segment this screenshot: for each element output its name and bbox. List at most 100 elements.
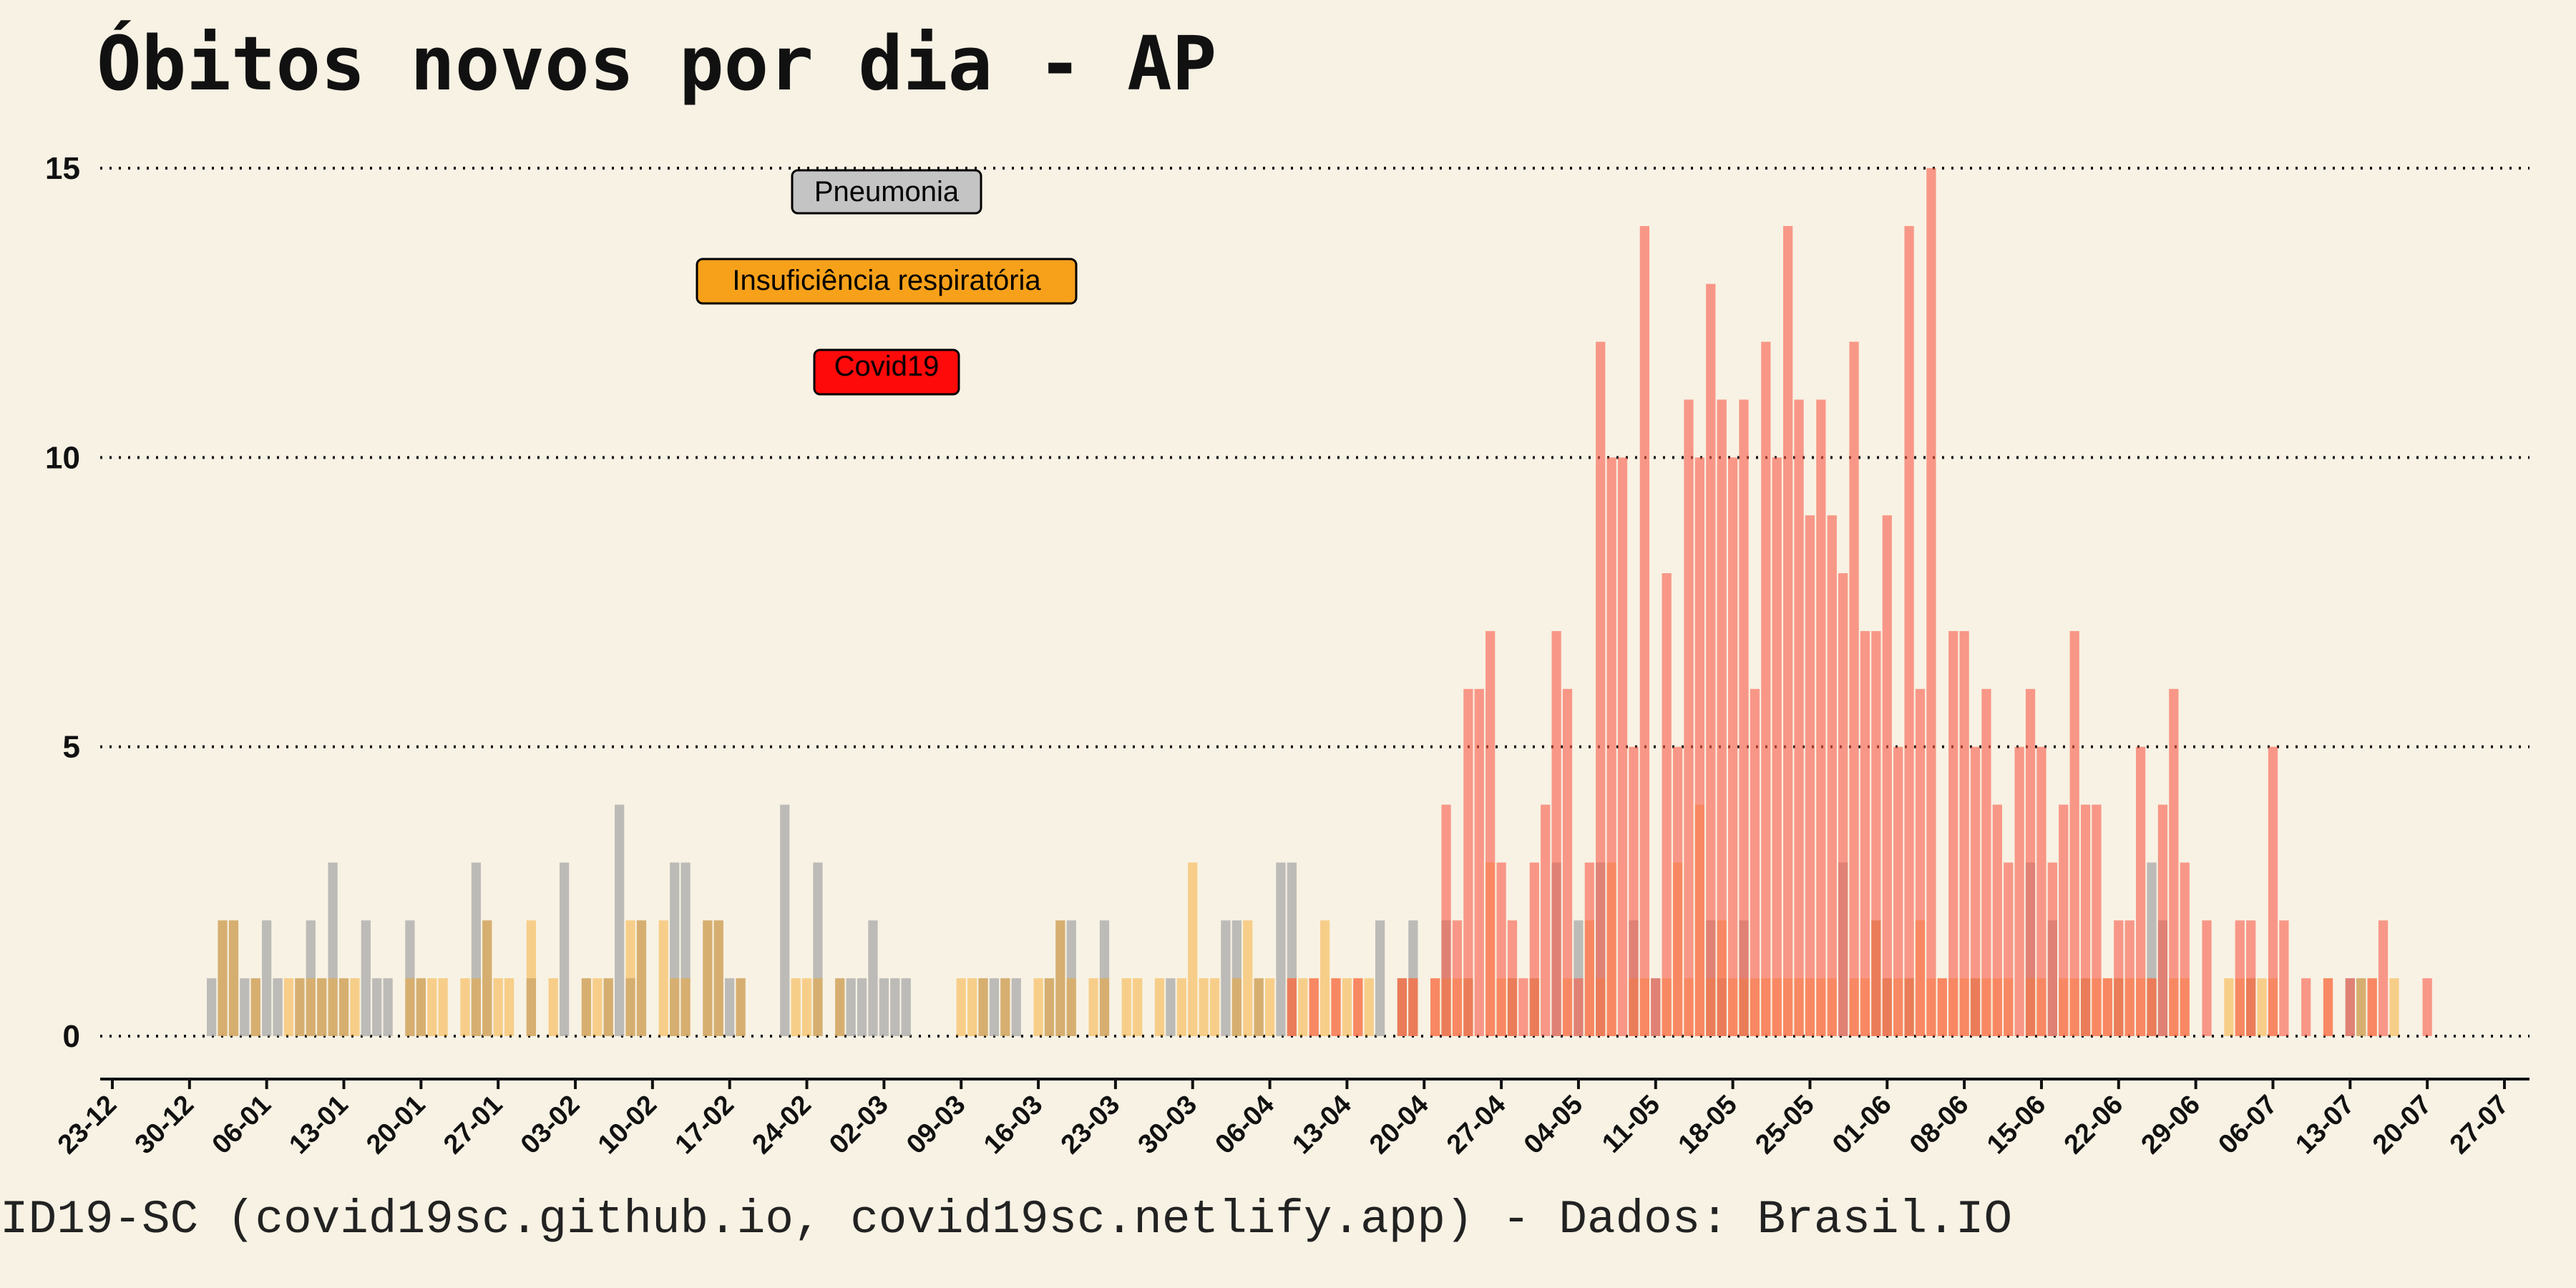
- x-tick-label: 03-02: [515, 1090, 585, 1160]
- bar: [2345, 978, 2355, 1036]
- x-tick-label: 30-03: [1133, 1090, 1203, 1160]
- bar: [295, 978, 305, 1036]
- bar: [1629, 746, 1639, 1036]
- x-tick-label: 20-01: [361, 1090, 431, 1160]
- bar: [1662, 573, 1672, 1036]
- bar: [703, 920, 713, 1036]
- x-axis-ticks: 23-12 30-12 06-01 13-01 20-01 27-01 03-02 10-02…: [52, 1079, 2514, 1160]
- y-tick-label: 5: [63, 730, 80, 765]
- x-tick-label: 23-03: [1055, 1090, 1126, 1160]
- bar: [1319, 920, 1330, 1036]
- bar: [581, 978, 592, 1036]
- bar: [1099, 920, 1110, 1036]
- x-tick-label: 06-01: [207, 1090, 277, 1160]
- bar: [1309, 978, 1319, 1036]
- x-tick-label: 01-06: [1827, 1090, 1897, 1160]
- bar: [813, 978, 823, 1036]
- bar: [1485, 630, 1496, 1036]
- bar: [283, 978, 294, 1036]
- bar: [1706, 283, 1716, 1037]
- x-tick-label: 13-07: [2290, 1090, 2360, 1160]
- bar: [978, 978, 988, 1036]
- bar: [526, 978, 537, 1036]
- bar: [1672, 746, 1683, 1036]
- bar: [989, 978, 1000, 1036]
- bar: [361, 920, 371, 1036]
- bar: [2135, 746, 2146, 1036]
- bar: [978, 978, 988, 1036]
- legend: Pneumonia Insuficiência respiratória Cov…: [696, 169, 1078, 396]
- bar: [2224, 978, 2234, 1036]
- y-tick-label: 10: [45, 440, 80, 475]
- bar: [1871, 630, 1881, 1036]
- bar: [1739, 399, 1749, 1036]
- bar: [2157, 804, 2168, 1036]
- x-tick-label: 27-04: [1441, 1090, 1511, 1160]
- bar: [2180, 862, 2190, 1036]
- bar: [658, 920, 668, 1036]
- bar: [405, 978, 415, 1036]
- x-tick-label: 08-06: [1904, 1090, 1974, 1160]
- bar: [1011, 978, 1021, 1036]
- bar: [240, 978, 250, 1036]
- bar: [625, 920, 635, 1036]
- chart-title: Óbitos novos por dia - AP: [97, 20, 1216, 107]
- bar: [1254, 978, 1264, 1036]
- bar: [482, 920, 492, 1036]
- bar: [262, 920, 272, 1036]
- bar: [603, 978, 613, 1036]
- bar: [1066, 920, 1076, 1036]
- bar: [2257, 978, 2267, 1036]
- bar: [1596, 341, 1606, 1037]
- bar: [1133, 978, 1143, 1036]
- bars: [207, 168, 2432, 1037]
- bar: [350, 978, 360, 1036]
- bar: [1044, 978, 1055, 1036]
- bar: [1474, 688, 1484, 1036]
- bar: [1827, 515, 1837, 1036]
- bar: [2279, 920, 2289, 1036]
- bar: [1231, 920, 1241, 1036]
- bar: [1463, 688, 1473, 1036]
- bar: [1154, 978, 1165, 1036]
- bar: [427, 978, 437, 1036]
- x-tick-label: 04-05: [1518, 1090, 1589, 1160]
- bar: [416, 978, 426, 1036]
- bar: [713, 920, 723, 1036]
- bar: [218, 920, 228, 1036]
- bar: [868, 920, 878, 1036]
- bar: [2301, 978, 2311, 1036]
- bar: [890, 978, 900, 1036]
- bar: [493, 978, 503, 1036]
- bar: [1033, 978, 1043, 1036]
- bar: [2080, 804, 2091, 1036]
- bar: [250, 978, 260, 1036]
- bar: [1893, 746, 1903, 1036]
- bar: [1287, 978, 1297, 1036]
- x-tick-label: 29-06: [2136, 1090, 2206, 1160]
- x-tick-label: 20-04: [1364, 1090, 1434, 1160]
- bar: [1816, 399, 1826, 1036]
- x-tick-label: 06-07: [2212, 1090, 2283, 1160]
- bar: [471, 978, 482, 1036]
- bar: [295, 978, 305, 1036]
- bar: [1948, 630, 1958, 1036]
- bar: [273, 978, 283, 1036]
- bar: [2036, 746, 2046, 1036]
- bar: [1694, 457, 1705, 1036]
- bar: [2268, 746, 2278, 1036]
- bar: [1408, 978, 1418, 1036]
- bar: [2367, 978, 2377, 1036]
- bar: [2092, 804, 2102, 1036]
- bar: [956, 978, 966, 1036]
- bar: [460, 978, 470, 1036]
- bar: [1507, 920, 1518, 1036]
- bar: [328, 862, 338, 1036]
- bar: [1055, 920, 1065, 1036]
- bar: [306, 920, 316, 1036]
- bar: [1221, 920, 1231, 1036]
- bar: [615, 804, 625, 1036]
- series-covid19: [1287, 168, 2432, 1037]
- legend-label-covid19: Covid19: [834, 351, 940, 382]
- bar: [1541, 804, 1551, 1036]
